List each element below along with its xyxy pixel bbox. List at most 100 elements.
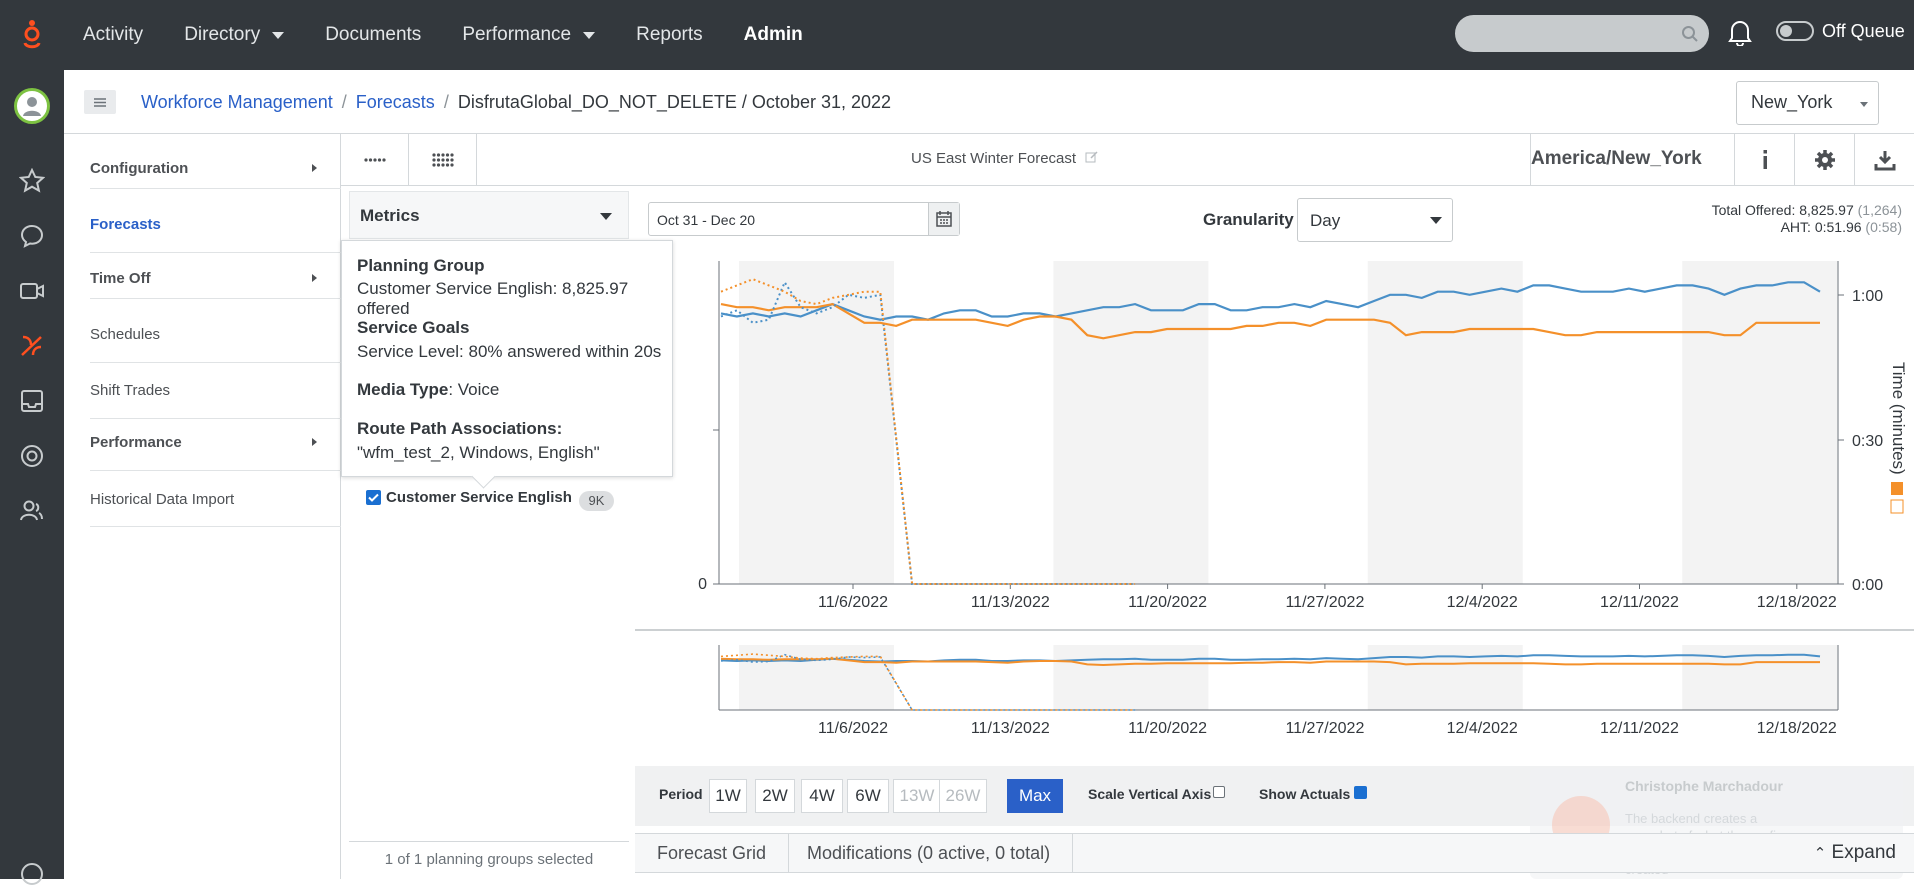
sidebar-item-historical-data-import[interactable]: Historical Data Import <box>90 491 235 508</box>
sidebar-item-configuration[interactable]: Configuration <box>90 160 325 177</box>
scale-vertical-axis-control[interactable]: Scale Vertical Axis <box>1088 786 1226 802</box>
weekend-band <box>896 261 1052 584</box>
breadcrumb-forecasts[interactable]: Forecasts <box>355 92 435 112</box>
search-icon <box>1682 26 1698 42</box>
nav-directory[interactable]: Directory <box>184 24 285 46</box>
navigator-series-line <box>720 657 1820 667</box>
metrics-dropdown[interactable]: Metrics <box>349 191 629 239</box>
planning-group-popover: Planning Group Customer Service English:… <box>341 240 673 477</box>
queue-toggle[interactable] <box>1776 21 1814 41</box>
breadcrumb-workforce-management[interactable]: Workforce Management <box>141 92 333 112</box>
weekend-band <box>1525 261 1680 584</box>
scale-vertical-axis-checkbox[interactable] <box>1213 786 1226 798</box>
divider <box>90 362 341 363</box>
inbox-icon[interactable] <box>16 385 48 417</box>
metrics-label: Metrics <box>360 206 420 225</box>
grid-view-icon[interactable] <box>409 134 477 186</box>
nav-activity[interactable]: Activity <box>83 24 144 45</box>
divider <box>90 298 341 299</box>
toast-sender: Christophe Marchadour <box>1625 778 1783 794</box>
timezone-select[interactable]: New_York <box>1736 81 1879 125</box>
chevron-down-icon <box>583 31 596 39</box>
genesys-logo-icon[interactable] <box>0 0 64 70</box>
forecast-toolbar: US East Winter Forecast America/New_York <box>341 134 1914 186</box>
forecast-series-line <box>720 302 1820 340</box>
y-right-tick-label: 0:30 <box>1852 433 1883 450</box>
y-right-tick-label: 1:00 <box>1852 288 1883 305</box>
navigator-x-tick-label: 11/13/2022 <box>971 720 1050 737</box>
bottom-tabs: Forecast Grid Modifications (0 active, 0… <box>635 833 1914 873</box>
lifebuoy-icon[interactable] <box>16 440 48 472</box>
period-2w-button[interactable]: 2W <box>755 779 795 813</box>
period-max-button[interactable]: Max <box>1007 779 1063 813</box>
people-icon[interactable] <box>16 495 48 527</box>
popover-media-type: Media Type: Voice <box>357 380 499 400</box>
left-rail <box>0 70 64 885</box>
divider <box>90 252 341 253</box>
star-icon[interactable] <box>16 165 48 197</box>
nav-admin[interactable]: Admin <box>743 24 803 45</box>
period-1w-button[interactable]: 1W <box>709 779 747 813</box>
period-13w-button[interactable]: 13W <box>893 779 941 813</box>
video-icon[interactable] <box>16 275 48 307</box>
gear-icon[interactable] <box>1794 134 1854 186</box>
forecast-title: US East Winter Forecast <box>911 150 1099 167</box>
calendar-icon[interactable] <box>928 203 959 235</box>
weekend-band <box>739 261 894 584</box>
tab-modifications[interactable]: Modifications (0 active, 0 total) <box>785 834 1074 872</box>
weekend-band <box>739 645 894 710</box>
total-offered-delta: (1,264) <box>1857 202 1902 218</box>
planning-group-name: Customer Service English <box>386 489 572 506</box>
legend-swatch <box>1891 482 1903 495</box>
navigator-actuals-line <box>720 653 1136 711</box>
avatar[interactable] <box>14 88 50 124</box>
scale-vertical-axis-label: Scale Vertical Axis <box>1088 786 1212 802</box>
popover-service-goals-heading: Service Goals <box>357 318 470 337</box>
sidebar-item-shift-trades[interactable]: Shift Trades <box>90 382 171 399</box>
chat-icon[interactable] <box>16 220 48 252</box>
bell-icon[interactable] <box>1727 18 1753 51</box>
sidebar-item-time-off[interactable]: Time Off <box>90 270 325 287</box>
divider <box>1530 134 1531 186</box>
search-input[interactable] <box>1455 15 1709 52</box>
show-actuals-checkbox[interactable] <box>1354 786 1368 799</box>
show-actuals-control[interactable]: Show Actuals <box>1259 786 1368 802</box>
hamburger-icon[interactable] <box>84 90 116 114</box>
period-26w-button[interactable]: 26W <box>939 779 987 813</box>
period-6w-button[interactable]: 6W <box>847 779 889 813</box>
popover-route-heading: Route Path Associations: <box>357 419 563 438</box>
expand-button[interactable]: ⌃ Expand <box>1814 842 1896 864</box>
period-4w-button[interactable]: 4W <box>801 779 843 813</box>
nav-performance[interactable]: Performance <box>462 24 596 46</box>
expand-label: Expand <box>1831 842 1896 863</box>
granularity-select[interactable]: Day <box>1297 198 1453 242</box>
x-tick-label: 11/20/2022 <box>1128 594 1207 611</box>
actuals-series-line <box>720 278 1136 585</box>
sidebar-item-label: Configuration <box>90 160 189 177</box>
help-icon[interactable] <box>16 858 48 890</box>
planning-group-checkbox[interactable] <box>366 490 381 505</box>
forecast-title-text: US East Winter Forecast <box>911 150 1077 167</box>
tab-forecast-grid[interactable]: Forecast Grid <box>635 834 790 872</box>
date-range-input[interactable]: Oct 31 - Dec 20 <box>648 202 960 236</box>
y-left-tick-label: 0 <box>698 576 707 593</box>
sidebar-item-performance[interactable]: Performance <box>90 434 325 451</box>
workforce-management-icon[interactable] <box>16 330 48 362</box>
planning-group-row[interactable]: Customer Service English <box>366 489 572 506</box>
x-tick-label: 12/4/2022 <box>1447 594 1518 611</box>
popover-media-type-label: Media Type <box>357 380 449 399</box>
sidebar-item-schedules[interactable]: Schedules <box>90 326 161 343</box>
popover-route-value: "wfm_test_2, Windows, English" <box>357 443 600 462</box>
dots-view-icon[interactable] <box>341 134 409 186</box>
x-tick-label: 11/27/2022 <box>1285 594 1364 611</box>
weekend-band <box>1053 645 1209 710</box>
double-chevron-up-icon: ⌃ <box>1813 845 1827 862</box>
sidebar-item-forecasts[interactable]: Forecasts <box>90 216 161 233</box>
info-icon[interactable] <box>1734 134 1794 186</box>
nav-documents[interactable]: Documents <box>325 24 422 45</box>
navigator-x-tick-label: 12/18/2022 <box>1757 720 1837 737</box>
download-icon[interactable] <box>1854 134 1914 186</box>
planning-group-count: 1 of 1 planning groups selected <box>349 841 629 879</box>
edit-icon[interactable] <box>1085 151 1099 163</box>
nav-reports[interactable]: Reports <box>636 24 703 45</box>
